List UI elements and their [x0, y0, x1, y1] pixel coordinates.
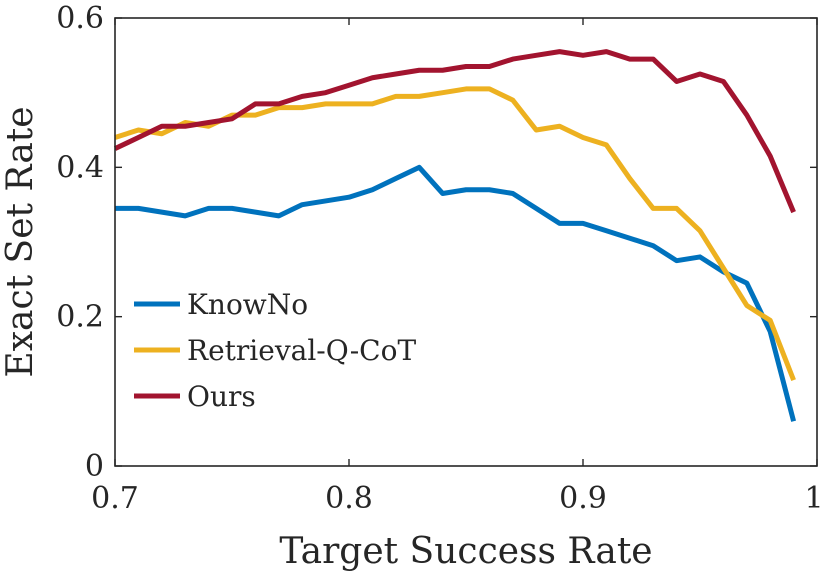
- series-line-ours: [113, 49, 796, 214]
- ticks: 0.7 0.8 0.9 1 0 0.2 0.4 0.6: [56, 1, 823, 516]
- y-tick-label: 0.6: [56, 1, 104, 36]
- legend: KnowNo Retrieval-Q-CoT Ours: [134, 288, 416, 413]
- x-tick-label: 1: [804, 481, 823, 516]
- y-tick-label: 0.4: [56, 150, 104, 185]
- series-layer: [113, 49, 797, 422]
- x-tick-label: 0.7: [91, 481, 139, 516]
- plot-area-frame: [114, 17, 818, 467]
- y-axis-label: Exact Set Rate: [0, 106, 41, 377]
- x-axis-label: Target Success Rate: [279, 531, 652, 572]
- legend-label: Ours: [187, 380, 256, 413]
- x-tick-label: 0.9: [559, 481, 607, 516]
- x-tick-label: 0.8: [325, 481, 373, 516]
- series-line-knowno: [115, 164, 797, 422]
- legend-label: KnowNo: [187, 288, 308, 321]
- axes: [114, 17, 818, 467]
- y-tick-label: 0.2: [56, 300, 104, 335]
- y-tick-label: 0: [85, 449, 104, 484]
- legend-label: Retrieval-Q-CoT: [187, 334, 416, 367]
